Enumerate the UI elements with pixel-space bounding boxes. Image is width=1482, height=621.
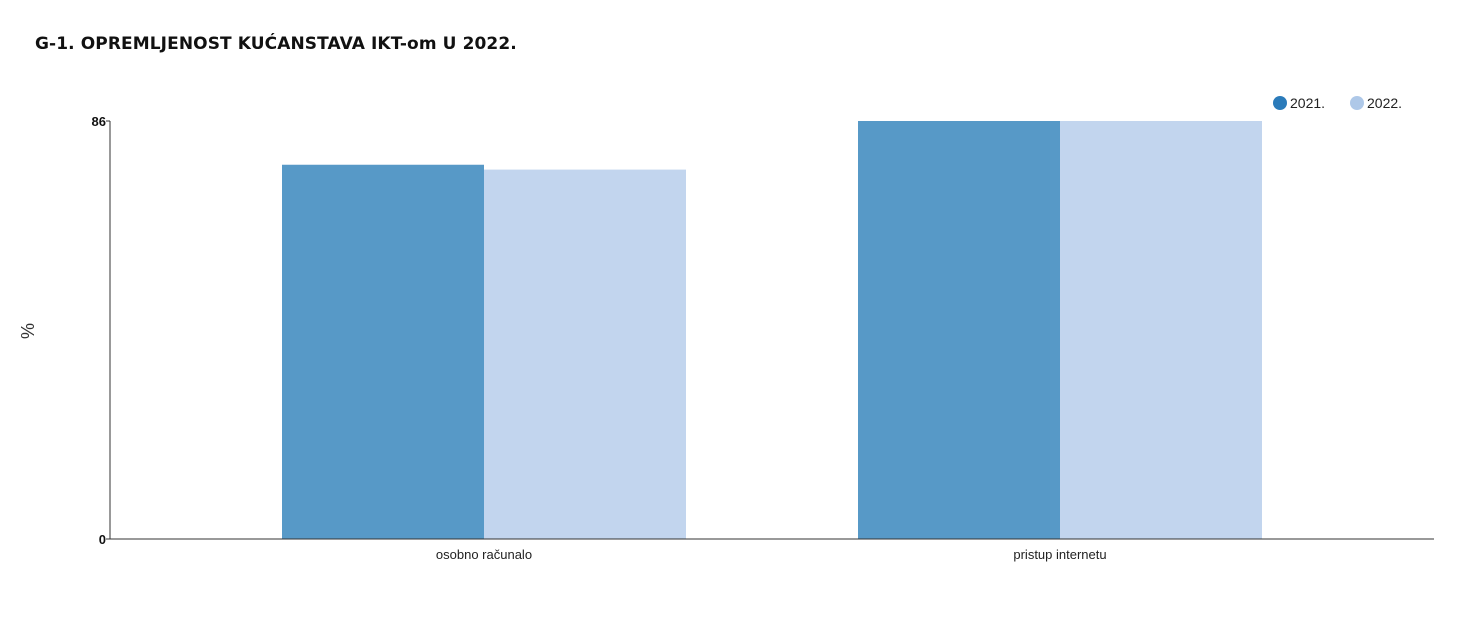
x-tick-label-pristup-internetu: pristup internetu xyxy=(1013,547,1106,562)
y-tick-label-min: 0 xyxy=(99,532,106,547)
bar-osobno-racunalo-2022[interactable] xyxy=(484,169,686,539)
y-tick-label-max: 86 xyxy=(92,114,106,129)
bar-osobno-racunalo-2021[interactable] xyxy=(282,164,484,539)
legend-label-2021: 2021. xyxy=(1290,95,1325,111)
bars-group xyxy=(282,121,1262,539)
chart-title: G-1. OPREMLJENOST KUĆANSTAVA IKT-om U 20… xyxy=(35,34,517,54)
x-tick-label-osobno-racunalo: osobno računalo xyxy=(436,547,532,562)
legend-swatch-2021 xyxy=(1273,96,1287,110)
legend-item-2021[interactable]: 2021. xyxy=(1273,95,1325,111)
bar-pristup-internetu-2022[interactable] xyxy=(1060,121,1262,539)
bar-pristup-internetu-2021[interactable] xyxy=(858,121,1060,539)
legend-swatch-2022 xyxy=(1350,96,1364,110)
legend-item-2022[interactable]: 2022. xyxy=(1350,95,1402,111)
legend: 2021. 2022. xyxy=(1273,95,1402,111)
y-axis-label: % xyxy=(18,323,38,339)
legend-label-2022: 2022. xyxy=(1367,95,1402,111)
